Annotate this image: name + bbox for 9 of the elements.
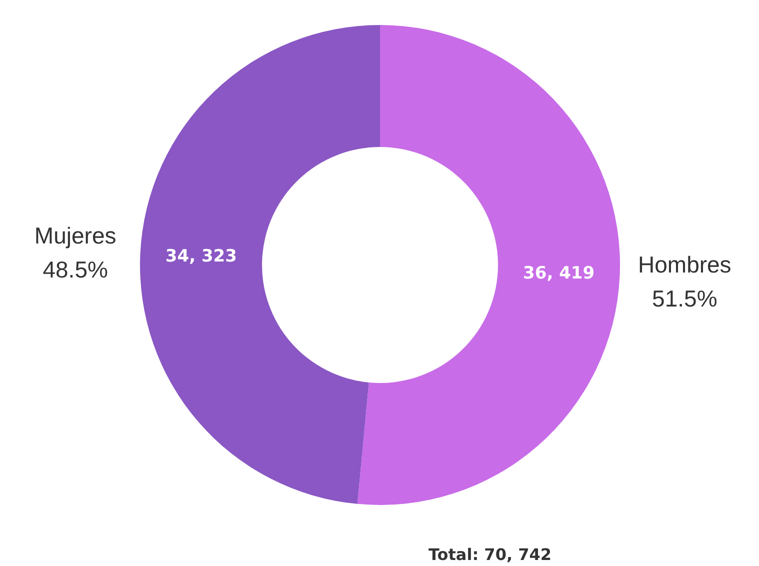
text: 36, 419 [523, 263, 595, 284]
text: Total: 70, 742 [428, 545, 552, 564]
donut-slice [140, 25, 380, 504]
donut-slice [357, 25, 620, 505]
data-label: 51.5% [652, 285, 718, 312]
text: 34, 323 [165, 246, 237, 267]
slice-label: Hombres [638, 251, 732, 278]
slice-label: Mujeres [34, 222, 116, 249]
data-label: 48.5% [42, 256, 108, 283]
